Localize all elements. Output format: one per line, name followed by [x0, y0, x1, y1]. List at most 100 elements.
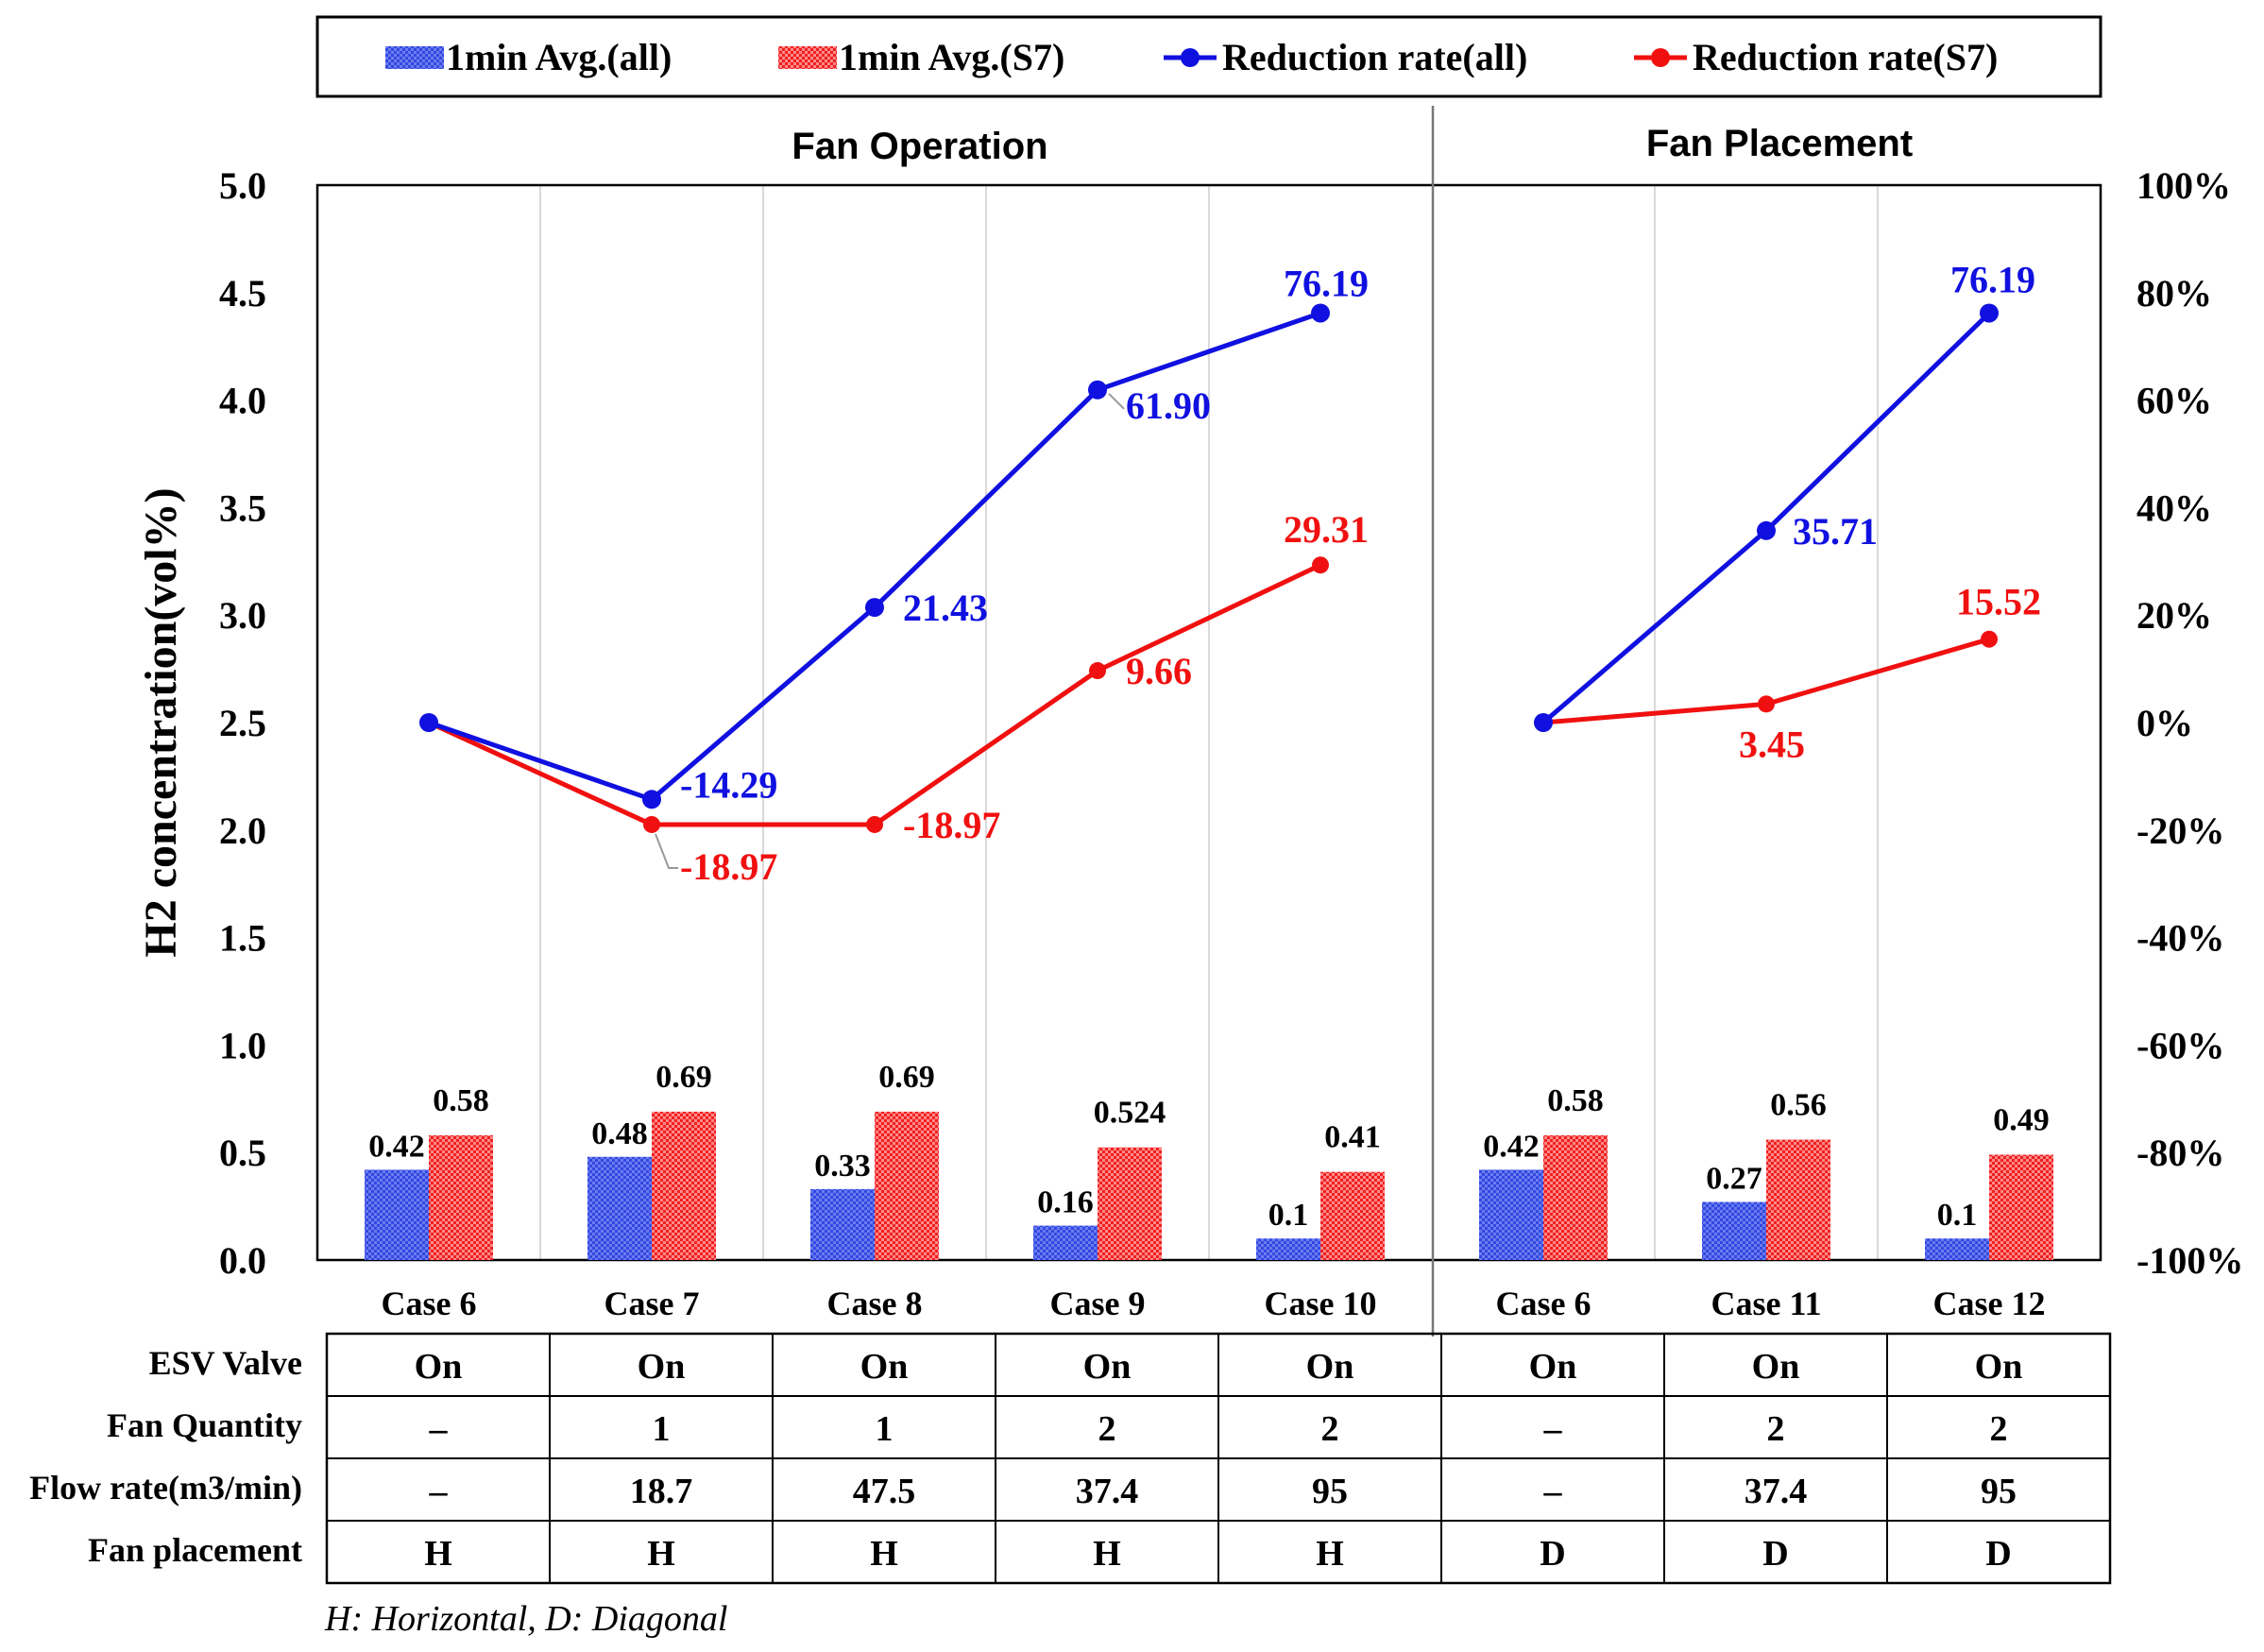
bar — [1925, 1238, 1989, 1260]
table-cell: On — [1975, 1347, 2023, 1387]
y-right-tick-label: -20% — [2136, 809, 2224, 852]
table-cell: 95 — [1981, 1472, 2017, 1511]
line-marker — [1311, 303, 1330, 323]
table-cell: 2 — [1321, 1409, 1339, 1449]
line-marker — [642, 790, 661, 809]
x-tick-label: Case 12 — [1933, 1285, 2046, 1322]
line-value-label: 61.90 — [1126, 384, 1211, 427]
bars: 0.42 0.48 0.33 0.16 0.1 0.42 0.27 0.1 0.58 0.69 0.… — [365, 1060, 2053, 1260]
y-right-tick-label: -40% — [2136, 917, 2224, 960]
y-left-tick-label: 1.5 — [219, 917, 266, 960]
table-cell: H — [1316, 1534, 1344, 1574]
bar — [1033, 1225, 1098, 1260]
table-cell: D — [1540, 1534, 1565, 1574]
legend-label: Reduction rate(S7) — [1693, 36, 1998, 78]
bar — [652, 1111, 716, 1260]
table-cell: 37.4 — [1076, 1472, 1139, 1511]
parameter-table: ESV Valve On On On On On On On On Fan Quantity – 1 1… — [29, 1332, 2112, 1585]
line-marker — [1312, 556, 1329, 574]
y-right-tick-label: -100% — [2136, 1239, 2243, 1282]
bar — [1989, 1154, 2053, 1260]
grid — [539, 185, 1879, 1260]
y-right-tick-label: 0% — [2136, 702, 2193, 744]
line-value-label: 21.43 — [903, 587, 988, 629]
line-marker — [419, 713, 438, 732]
bar-value-label: 0.42 — [368, 1129, 425, 1164]
table-cell: 47.5 — [853, 1472, 916, 1511]
bar-value-label: 0.33 — [814, 1149, 871, 1184]
bar — [365, 1169, 429, 1260]
bar — [1702, 1201, 1766, 1260]
label-leader-line — [1108, 393, 1125, 410]
bar — [587, 1156, 652, 1260]
table-cell: On — [1306, 1347, 1354, 1387]
bar — [1479, 1169, 1543, 1260]
group-title-fan-operation: Fan Operation — [792, 126, 1047, 167]
y-axis-left-label: H2 concentration(vol%) — [136, 487, 186, 957]
line-value-label: -18.97 — [680, 845, 777, 888]
bar — [1320, 1171, 1385, 1260]
table-cell: H — [870, 1534, 898, 1574]
table-row-header: ESV Valve — [149, 1344, 302, 1382]
x-tick-label: Case 6 — [1496, 1285, 1592, 1322]
bar-value-label: 0.58 — [1547, 1083, 1604, 1118]
bar — [810, 1188, 875, 1260]
y-left-tick-label: 1.0 — [219, 1024, 266, 1066]
line-marker — [1088, 380, 1107, 400]
bar-value-label: 0.27 — [1706, 1162, 1762, 1197]
table-cell: H — [1093, 1534, 1121, 1574]
y-left-tick-label: 0.0 — [219, 1239, 266, 1282]
line-value-label: 9.66 — [1126, 650, 1192, 692]
legend-label: 1min Avg.(all) — [446, 36, 672, 78]
line-value-label: 76.19 — [1950, 258, 2035, 300]
bar — [429, 1134, 493, 1260]
line-value-label: 35.71 — [1793, 510, 1878, 553]
table-cell: – — [429, 1409, 449, 1449]
x-tick-label: Case 11 — [1711, 1285, 1822, 1322]
table-cell: – — [1543, 1409, 1563, 1449]
table-cell: On — [1752, 1347, 1800, 1387]
left-axis-ticks: 0.0 0.5 1.0 1.5 2.0 2.5 3.0 3.5 4.0 4.5 5.0 — [219, 164, 266, 1282]
y-left-tick-label: 3.5 — [219, 486, 266, 529]
bar-value-label: 0.41 — [1324, 1120, 1381, 1155]
table-row-header: Fan Quantity — [107, 1406, 302, 1444]
y-right-tick-label: 20% — [2136, 594, 2212, 637]
plot-area — [315, 183, 2102, 1262]
table-cell: On — [1529, 1347, 1577, 1387]
line-value-label: -18.97 — [903, 804, 1000, 846]
bar-value-label: 0.16 — [1037, 1185, 1094, 1220]
y-right-tick-label: 100% — [2136, 164, 2231, 207]
y-left-tick-label: 2.0 — [219, 809, 266, 852]
table-cell: On — [638, 1347, 686, 1387]
bar-value-label: 0.58 — [433, 1083, 489, 1118]
x-tick-label: Case 7 — [604, 1285, 700, 1322]
legend-marker — [1651, 48, 1670, 67]
line-marker — [1758, 695, 1775, 713]
lines: -18.97 -18.97 9.66 29.31 3.45 15.52 -14.29 21.4… — [419, 258, 2041, 888]
line-value-label: 29.31 — [1284, 508, 1369, 551]
line-marker — [1980, 303, 1999, 323]
y-right-tick-label: 60% — [2136, 380, 2212, 422]
y-left-tick-label: 4.5 — [219, 272, 266, 315]
legend-swatch-bar — [385, 46, 444, 69]
table-row-header: Flow rate(m3/min) — [29, 1469, 302, 1507]
label-leader-line — [655, 833, 678, 869]
footnote: H: Horizontal, D: Diagonal — [324, 1599, 727, 1639]
y-right-tick-label: -60% — [2136, 1024, 2224, 1066]
bar — [1098, 1147, 1162, 1260]
line-marker — [1981, 630, 1998, 648]
y-left-tick-label: 4.0 — [219, 380, 266, 422]
bar — [1543, 1134, 1608, 1260]
x-tick-label: Case 6 — [382, 1285, 477, 1322]
y-left-tick-label: 5.0 — [219, 164, 266, 207]
line-marker — [865, 598, 884, 618]
line-marker — [1089, 662, 1106, 680]
y-right-tick-label: -80% — [2136, 1132, 2224, 1174]
y-left-tick-label: 0.5 — [219, 1132, 266, 1174]
table-cell: 2 — [1990, 1409, 2008, 1449]
line-value-label: -14.29 — [680, 763, 777, 806]
table-cell: 2 — [1767, 1409, 1785, 1449]
table-row-header: Fan placement — [88, 1531, 302, 1569]
line-marker — [643, 815, 660, 833]
